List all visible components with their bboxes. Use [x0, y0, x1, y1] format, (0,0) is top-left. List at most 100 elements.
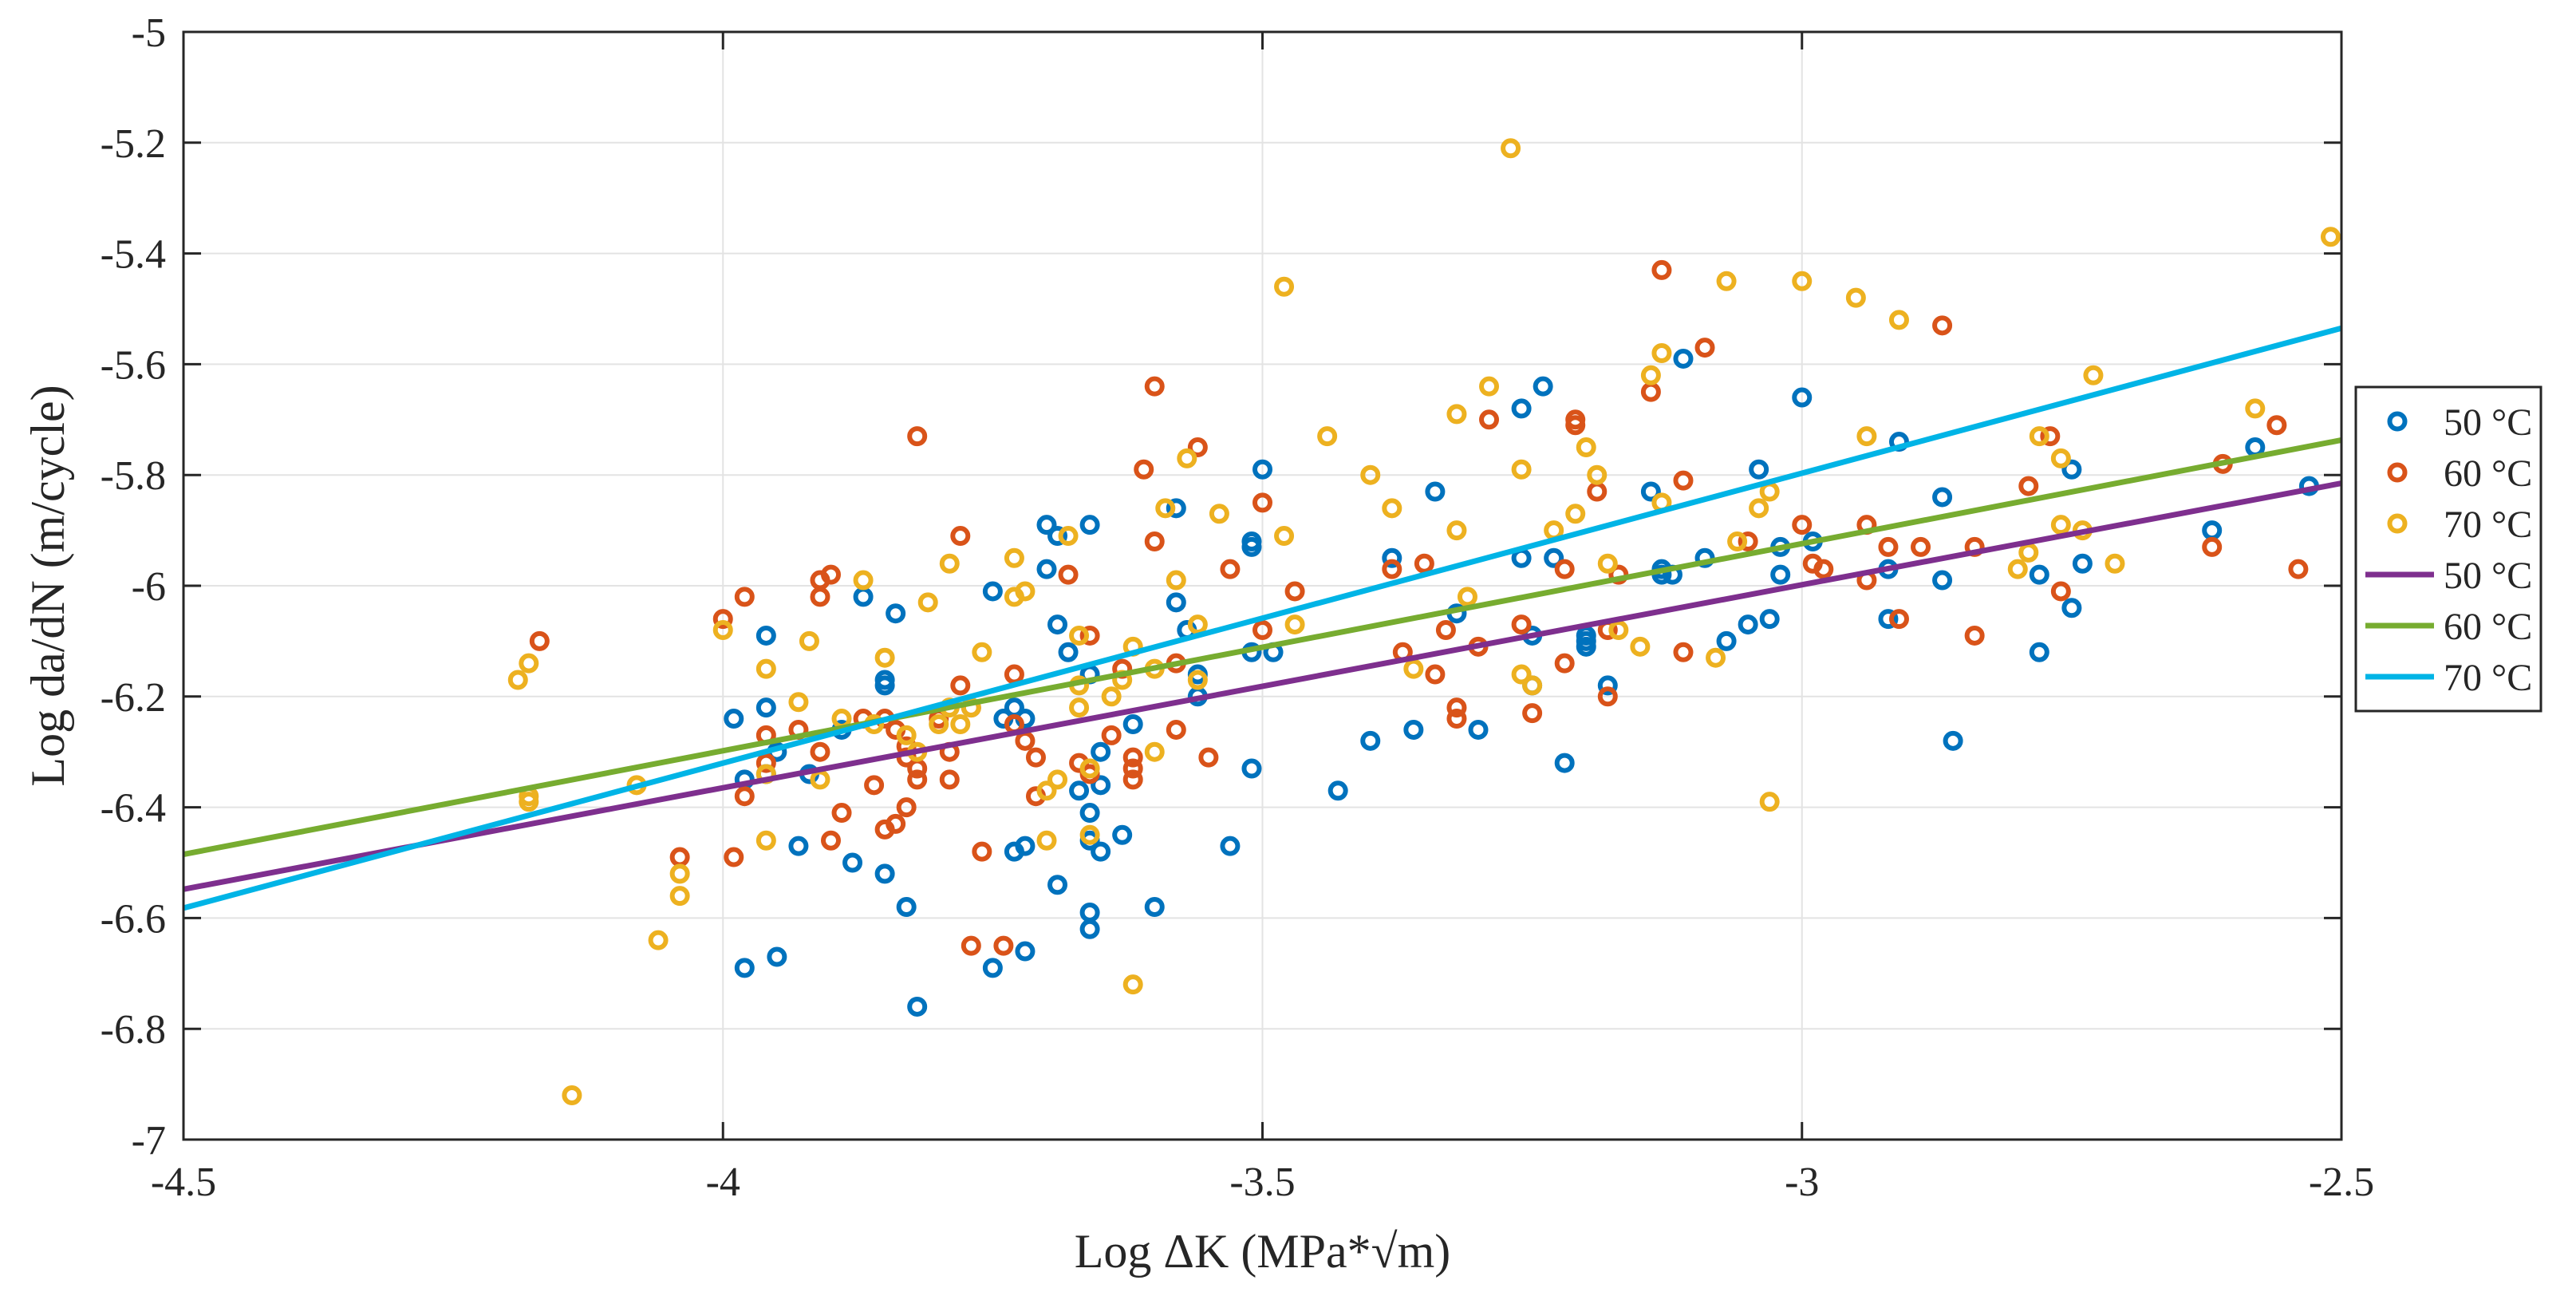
data-point [2050, 581, 2071, 602]
data-point [1284, 614, 1305, 635]
data-point [1943, 730, 1963, 751]
data-points [507, 138, 2341, 1105]
data-point [1694, 338, 1715, 358]
data-point [1522, 675, 1543, 696]
data-point [1122, 714, 1143, 734]
data-point [1079, 824, 1100, 845]
data-point [1403, 658, 1424, 679]
data-point [712, 609, 733, 630]
legend-label: 50 °C [2444, 401, 2532, 444]
data-point [1252, 459, 1272, 480]
x-axis-label: Log ΔK (MPa*√m) [1075, 1225, 1450, 1278]
data-point [1015, 941, 1036, 962]
data-point [2029, 426, 2049, 447]
data-point [1069, 780, 1090, 801]
data-point [1457, 587, 1477, 607]
data-point [1177, 448, 1197, 468]
data-point [1382, 498, 1402, 519]
data-point [896, 897, 917, 918]
data-point [1036, 830, 1057, 851]
data-point [1166, 719, 1186, 740]
data-point [2018, 476, 2039, 496]
data-point [2266, 415, 2287, 436]
data-point [961, 697, 981, 718]
fit-line [183, 480, 2342, 892]
data-point [1274, 276, 1295, 297]
data-point [2029, 642, 2049, 662]
data-point [1079, 758, 1100, 779]
data-point [950, 714, 971, 734]
data-point [1435, 620, 1456, 641]
data-point [2288, 559, 2309, 579]
data-point [886, 813, 906, 834]
data-point [1576, 636, 1596, 657]
data-point [1554, 653, 1575, 674]
legend-label: 70 °C [2444, 657, 2532, 699]
data-point [734, 958, 755, 978]
data-point [1759, 792, 1780, 812]
data-point [734, 587, 755, 607]
data-point [939, 553, 960, 574]
data-point [1241, 536, 1262, 557]
fit-line [183, 325, 2342, 911]
data-point [1511, 614, 1532, 635]
data-point [1727, 531, 1748, 551]
data-point [1554, 559, 1575, 579]
data-point [1382, 559, 1402, 579]
data-point [1220, 559, 1241, 579]
data-point [1565, 504, 1586, 524]
data-point [1533, 376, 1553, 397]
data-point [734, 786, 755, 807]
data-point [648, 930, 669, 950]
data-point [1241, 758, 1262, 779]
data-point [1576, 437, 1596, 457]
data-point [1587, 464, 1608, 485]
data-point [1651, 259, 1672, 280]
data-point [1597, 553, 1618, 574]
data-point [1673, 348, 1694, 369]
y-tick-label: -6.4 [101, 786, 166, 832]
data-point [2061, 459, 2082, 480]
y-tick-label: -6.2 [101, 675, 166, 721]
x-tick-label: -3.5 [1229, 1160, 1295, 1205]
data-point [982, 581, 1003, 602]
data-point [2040, 426, 2061, 447]
x-tick-labels: -4.5 -4 -3.5 -3 -2.5 [151, 1160, 2374, 1205]
data-point [2029, 564, 2049, 585]
data-point [1274, 526, 1295, 547]
y-tick-label: -7 [132, 1118, 166, 1164]
data-point [1932, 570, 1953, 591]
data-point [1706, 647, 1726, 668]
data-point [1792, 515, 1813, 535]
x-tick-label: -2.5 [2309, 1160, 2374, 1205]
data-point [1964, 625, 1985, 646]
data-point [831, 803, 852, 824]
x-tick-label: -4.5 [151, 1160, 216, 1205]
data-point [1252, 492, 1272, 513]
data-point [755, 625, 776, 646]
data-point [874, 675, 895, 696]
data-point [1079, 803, 1100, 824]
data-point [1856, 426, 1877, 447]
data-point [724, 709, 744, 729]
data-point [1759, 609, 1780, 630]
plot-area-frame [182, 30, 2343, 1141]
data-point [1284, 581, 1305, 602]
data-point [1047, 875, 1068, 895]
data-point [1122, 974, 1143, 995]
data-point [864, 775, 885, 796]
data-point [810, 587, 830, 607]
legend-box [2354, 385, 2542, 713]
data-point [2245, 398, 2266, 419]
data-point [939, 769, 960, 790]
data-point [1640, 481, 1661, 502]
data-point [1673, 470, 1694, 491]
data-point [810, 741, 830, 762]
x-tick-label: -3 [1785, 1160, 1819, 1205]
data-point [1479, 376, 1500, 397]
y-tick-labels: -7 -6.8 -6.6 -6.4 -6.2 -6 -5.8 -5.6 -5.4 -5.2 -5 [101, 10, 166, 1164]
data-point [1209, 504, 1229, 524]
data-point [562, 1085, 582, 1105]
data-point [1091, 775, 1111, 796]
